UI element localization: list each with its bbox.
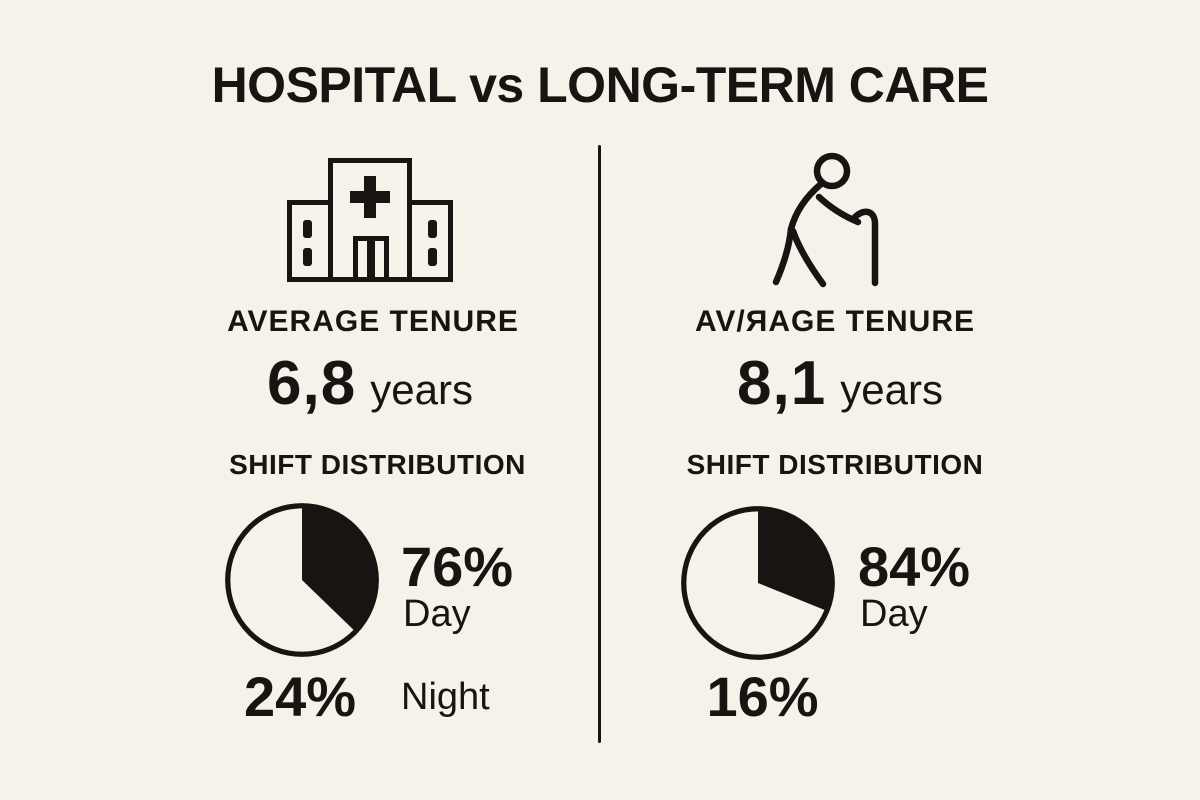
tenure-label: AVERAGE TENURE: [227, 305, 519, 338]
shift-pie-chart: [675, 500, 841, 666]
night-percentage: 16%: [706, 665, 819, 728]
tenure-value: 6,8: [267, 349, 357, 418]
tenure-unit: years: [840, 366, 943, 413]
shift-distribution-label: SHIFT DISTRIBUTION: [686, 449, 984, 480]
shift-pie-chart: [219, 497, 385, 663]
tenure-value: 8,1: [737, 349, 827, 418]
tenure-label: AV/ЯAGE TENURE: [694, 305, 976, 338]
day-percentage: 84%: [858, 535, 971, 598]
shift-distribution-label: SHIFT DISTRIBUTION: [229, 449, 526, 480]
elderly-person-cane-icon: [770, 150, 930, 295]
night-label: Night: [401, 676, 490, 718]
pie-day-slice: [302, 505, 377, 632]
column-divider: [598, 145, 601, 743]
tenure-value-row: 8,1 years: [635, 348, 1045, 419]
hospital-building-icon: [287, 158, 453, 282]
tenure-unit: years: [370, 366, 473, 413]
day-label: Day: [403, 593, 471, 635]
pie-day-slice: [758, 508, 833, 611]
day-label: Day: [860, 593, 928, 635]
night-percentage: 24%: [243, 665, 357, 728]
day-percentage: 76%: [401, 535, 514, 598]
page-title: HOSPITAL vs LONG-TERM CARE: [211, 57, 989, 113]
tenure-value-row: 6,8 years: [165, 348, 575, 419]
